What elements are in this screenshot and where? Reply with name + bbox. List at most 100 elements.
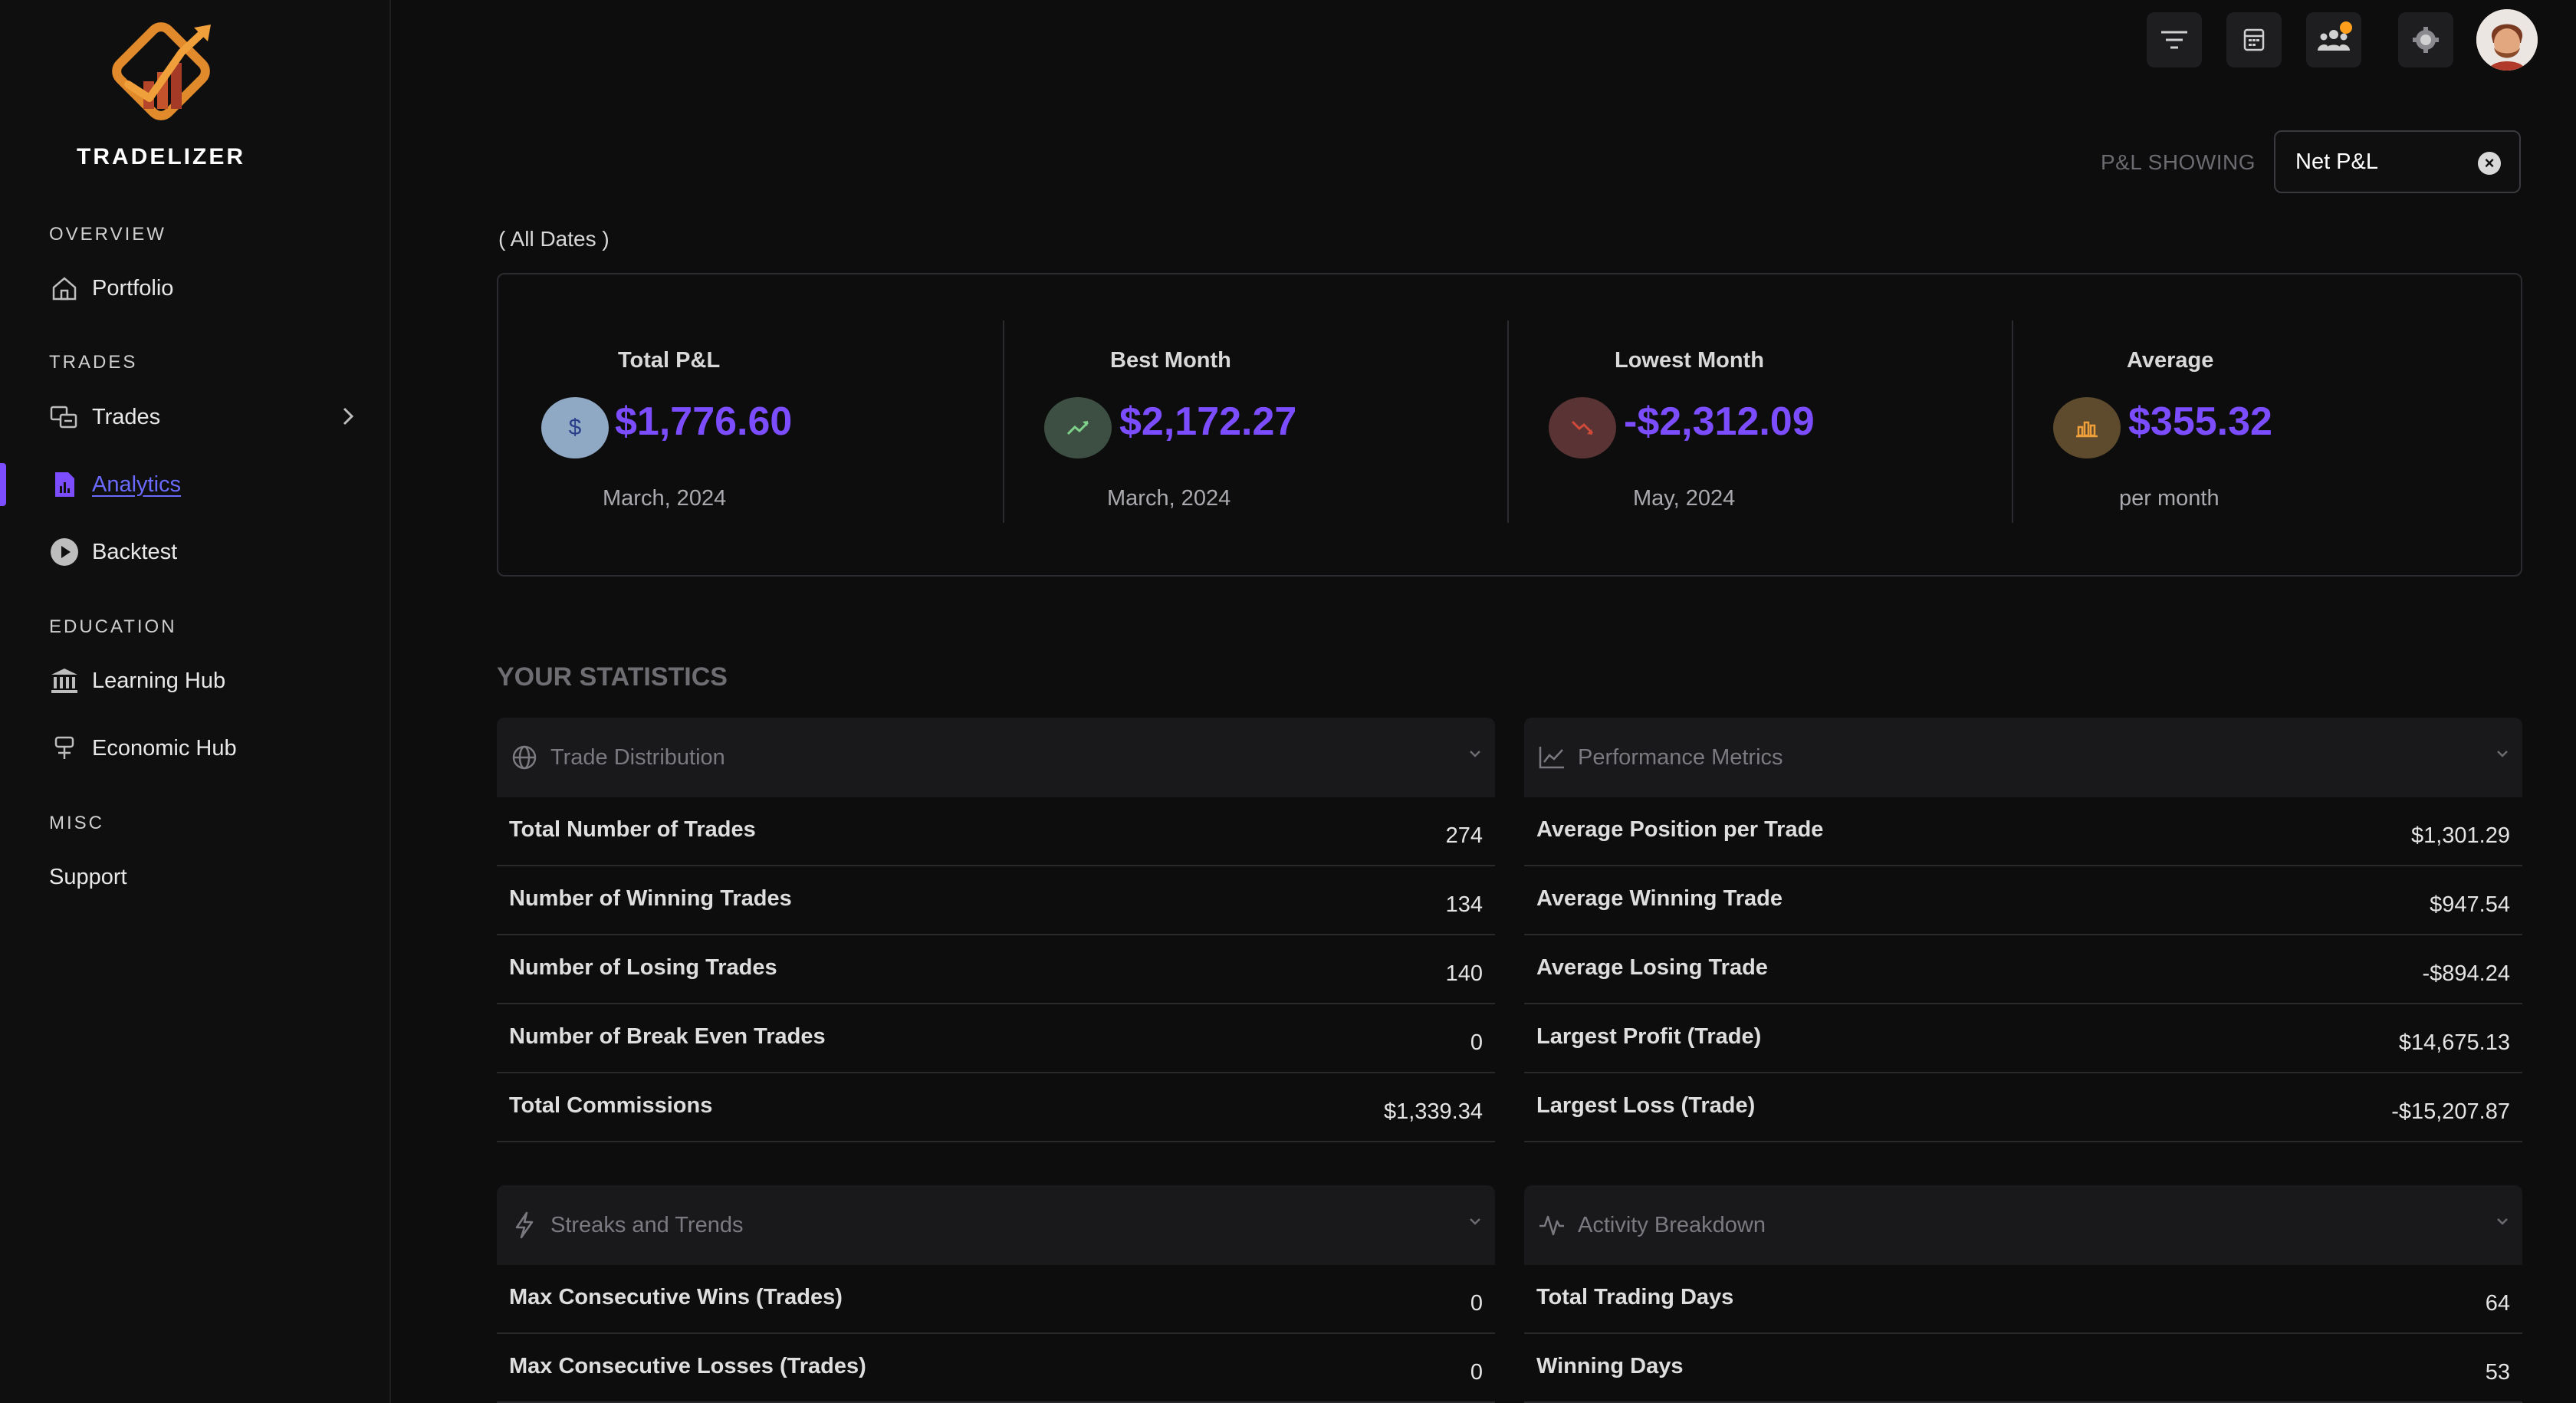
stat-value: $2,172.27 [1119,399,1297,444]
row-value: 134 [1445,892,1483,917]
dollar-icon: $ [541,397,609,458]
stats-heading: YOUR STATISTICS [497,662,728,692]
table-row: Total Number of Trades 274 [497,797,1495,866]
stat-sub: March, 2024 [603,486,727,511]
table-row: Max Consecutive Losses (Trades) 0 [497,1334,1495,1403]
row-label: Average Winning Trade [1536,886,1783,911]
sidebar: TRADELIZER OVERVIEW Portfolio TRADES Tra… [0,0,391,1403]
summary-card: Total P&L $ $1,776.60 March, 2024 Best M… [497,273,2522,577]
row-label: Largest Profit (Trade) [1536,1024,1762,1049]
panel-trade-distribution: Trade Distribution Total Number of Trade… [497,718,1495,1142]
chevron-right-icon[interactable] [340,405,356,428]
chevron-down-icon[interactable] [1467,1216,1483,1227]
section-education: EDUCATION [49,616,177,637]
home-icon [49,273,80,304]
divider [1507,320,1509,523]
sidebar-item-analytics[interactable]: Analytics [49,463,356,506]
row-value: -$15,207.87 [2391,1099,2510,1124]
stat-title: Lowest Month [1615,348,1764,373]
row-label: Max Consecutive Wins (Trades) [509,1285,843,1309]
date-range: ( All Dates ) [498,227,610,251]
calendar-icon [2243,28,2265,51]
table-row: Total Commissions $1,339.34 [497,1073,1495,1142]
globe-icon [509,742,540,773]
trend-down-icon [1549,397,1616,458]
sidebar-item-economic-hub[interactable]: Economic Hub [49,727,356,770]
activity-icon [1536,1210,1567,1240]
stat-title: Best Month [1110,348,1231,373]
table-row: Average Winning Trade $947.54 [1524,866,2522,935]
row-label: Max Consecutive Losses (Trades) [509,1354,866,1378]
panel-title: Trade Distribution [550,744,725,770]
table-row: Largest Profit (Trade) $14,675.13 [1524,1004,2522,1073]
row-value: 140 [1445,961,1483,986]
stat-sub: March, 2024 [1107,486,1231,511]
sidebar-item-learning-hub[interactable]: Learning Hub [49,659,356,702]
settings-button[interactable] [2398,12,2453,67]
panel-header[interactable]: Streaks and Trends [497,1185,1495,1265]
sidebar-item-backtest[interactable]: Backtest [49,531,356,573]
table-row: Number of Losing Trades 140 [497,935,1495,1004]
settings-icon [2413,27,2439,53]
panel-title: Streaks and Trends [550,1212,744,1237]
panel-title: Performance Metrics [1578,744,1783,770]
table-row: Largest Loss (Trade) -$15,207.87 [1524,1073,2522,1142]
sidebar-item-label: Economic Hub [92,735,237,761]
stat-total-pl: Total P&L $ $1,776.60 March, 2024 [498,320,1004,523]
pl-select-value: Net P&L [2295,149,2378,174]
stat-value: $355.32 [2128,399,2272,444]
chevron-down-icon[interactable] [1467,748,1483,759]
calendar-button[interactable] [2226,12,2282,67]
row-label: Number of Losing Trades [509,955,777,980]
stat-value: $1,776.60 [615,399,793,444]
clear-icon[interactable]: × [2478,152,2501,175]
table-row: Number of Break Even Trades 0 [497,1004,1495,1073]
row-value: $14,675.13 [2398,1030,2510,1055]
table-row: Number of Winning Trades 134 [497,866,1495,935]
pl-select[interactable]: Net P&L × [2274,130,2521,193]
panel-header[interactable]: Performance Metrics [1524,718,2522,797]
row-value: 0 [1470,1030,1483,1055]
analytics-icon [49,469,80,500]
row-label: Total Number of Trades [509,817,756,842]
row-label: Largest Loss (Trade) [1536,1093,1756,1118]
filter-icon [2161,31,2187,49]
avatar[interactable] [2476,9,2538,71]
sidebar-item-label: Trades [92,404,161,429]
row-value: 0 [1470,1291,1483,1316]
panel-performance-metrics: Performance Metrics Average Position per… [1524,718,2522,1142]
sidebar-item-label: Backtest [92,539,178,564]
sidebar-item-label: Portfolio [92,275,174,301]
table-row: Winning Days 53 [1524,1334,2522,1403]
users-icon [2318,30,2350,51]
filter-button[interactable] [2147,12,2202,67]
lightning-icon [509,1210,540,1240]
stat-sub: May, 2024 [1633,486,1736,511]
line-chart-icon [1536,742,1567,773]
stat-average: Average $355.32 per month [2012,320,2518,523]
brand-name: TRADELIZER [77,144,245,169]
row-value: $1,339.34 [1383,1099,1483,1124]
row-label: Average Losing Trade [1536,955,1768,980]
bank-icon [49,665,80,696]
section-trades: TRADES [49,352,138,373]
row-label: Number of Break Even Trades [509,1024,826,1049]
logo[interactable]: TRADELIZER [63,14,259,170]
sidebar-item-trades[interactable]: Trades [49,396,356,439]
panel-header[interactable]: Trade Distribution [497,718,1495,797]
panel-header[interactable]: Activity Breakdown [1524,1185,2522,1265]
panel-title: Activity Breakdown [1578,1212,1766,1237]
section-misc: MISC [49,813,104,833]
row-value: -$894.24 [2422,961,2511,986]
divider [2012,320,2013,523]
sidebar-item-support[interactable]: Support [49,856,356,899]
chevron-down-icon[interactable] [2495,1216,2510,1227]
sidebar-item-portfolio[interactable]: Portfolio [49,267,356,310]
community-button[interactable] [2306,12,2361,67]
economic-icon [49,733,80,764]
divider [1003,320,1004,523]
chevron-down-icon[interactable] [2495,748,2510,759]
sidebar-item-label: Analytics [92,472,182,497]
active-indicator [0,463,6,506]
pl-showing-label: P&L SHOWING [2101,150,2256,174]
